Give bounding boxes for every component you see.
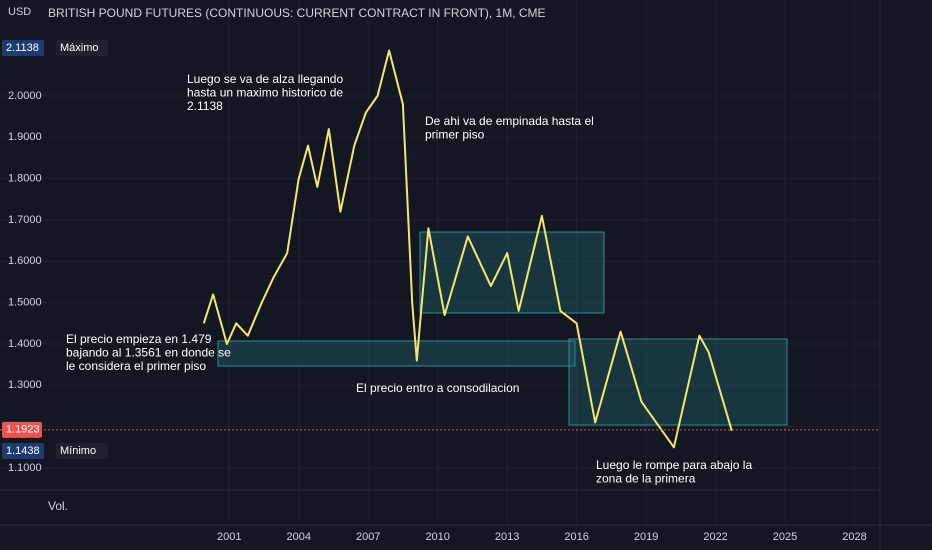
- zone-first-floor: [217, 340, 576, 367]
- y-tick-label: 1.9000: [8, 131, 42, 143]
- zone-second: [568, 338, 788, 426]
- y-tick-label: 1.8000: [8, 173, 42, 185]
- price-badge-value: 2.1138: [6, 42, 39, 54]
- x-tick-label: 2007: [356, 531, 380, 543]
- annotation: bajando al 1.3561 en donde se: [66, 346, 231, 360]
- grid: [0, 0, 880, 525]
- annotation: 2.1138: [187, 99, 223, 113]
- x-tick-label: 2010: [425, 531, 449, 543]
- annotation: Luego le rompe para abajo la: [596, 458, 752, 472]
- annotation: El precio empieza en 1.479: [66, 332, 212, 346]
- price-badge-tag: [56, 40, 108, 56]
- last-price-badge: [2, 421, 42, 438]
- y-tick-label: 1.4000: [8, 338, 42, 350]
- y-tick-label: 1.5000: [8, 297, 42, 309]
- currency: USD: [8, 6, 31, 18]
- annotation: De ahi va de empinada hasta el: [425, 114, 594, 128]
- chart-title: BRITISH POUND FUTURES (CONTINUOUS: CURRE…: [48, 6, 546, 20]
- annotation: zona de la primera: [596, 472, 696, 486]
- annotation: hasta un maximo historico de: [187, 86, 343, 100]
- annotation: primer piso: [425, 128, 485, 142]
- annotation: Luego se va de alza llegando: [187, 72, 343, 86]
- y-tick-label: 1.3000: [8, 379, 42, 391]
- x-tick-label: 2028: [842, 531, 866, 543]
- price-badge-text: Mínimo: [60, 445, 96, 457]
- price-badge-text: Máximo: [60, 42, 99, 54]
- x-tick-label: 2004: [286, 531, 310, 543]
- x-tick-label: 2022: [703, 531, 727, 543]
- y-tick-label: 1.1000: [8, 462, 42, 474]
- volume-label: Vol.: [48, 499, 68, 513]
- price-badge: [2, 443, 44, 459]
- x-tick-label: 2013: [495, 531, 519, 543]
- y-tick-label: 1.6000: [8, 255, 42, 267]
- price-badge-tag: [56, 443, 108, 459]
- y-tick-label: 1.7000: [8, 214, 42, 226]
- x-tick-label: 2016: [564, 531, 588, 543]
- last-price-label: 1.1923: [6, 424, 40, 436]
- price-line: [202, 49, 733, 449]
- price-badge: [2, 40, 44, 56]
- y-tick-label: 2.0000: [8, 90, 42, 102]
- price-badge-value: 1.1438: [6, 445, 40, 457]
- x-tick-label: 2019: [634, 531, 658, 543]
- annotation: le considera el primer piso: [66, 359, 206, 373]
- x-tick-label: 2025: [773, 531, 797, 543]
- x-tick-label: 2001: [217, 531, 241, 543]
- annotation: El precio entro a consodilacion: [356, 381, 519, 395]
